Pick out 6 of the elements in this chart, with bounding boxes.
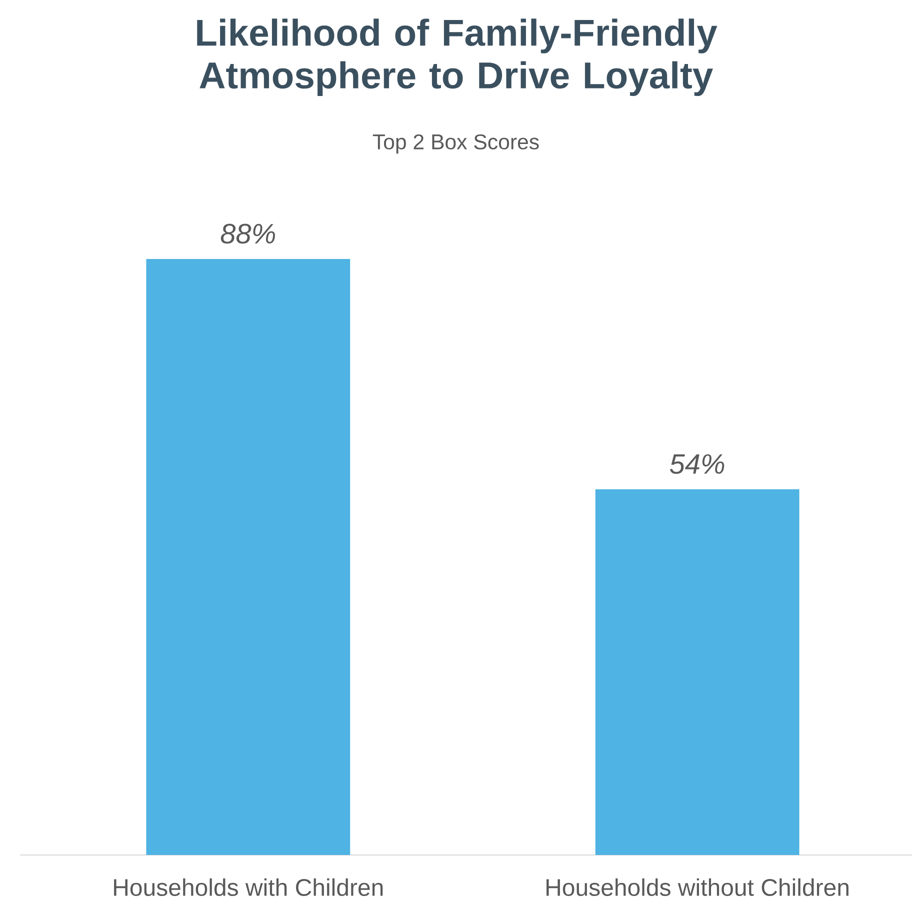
x-tick-label: Households without Children	[546, 878, 848, 896]
data-label: 54%	[670, 454, 724, 474]
chart-title: Likelihood of Family-Friendly Atmosphere to Drive Loyalty	[197, 18, 718, 96]
chart-subtitle: Top 2 Box Scores	[372, 134, 539, 154]
x-tick-label: Households with Children	[114, 878, 383, 896]
data-label: 88%	[220, 224, 275, 244]
